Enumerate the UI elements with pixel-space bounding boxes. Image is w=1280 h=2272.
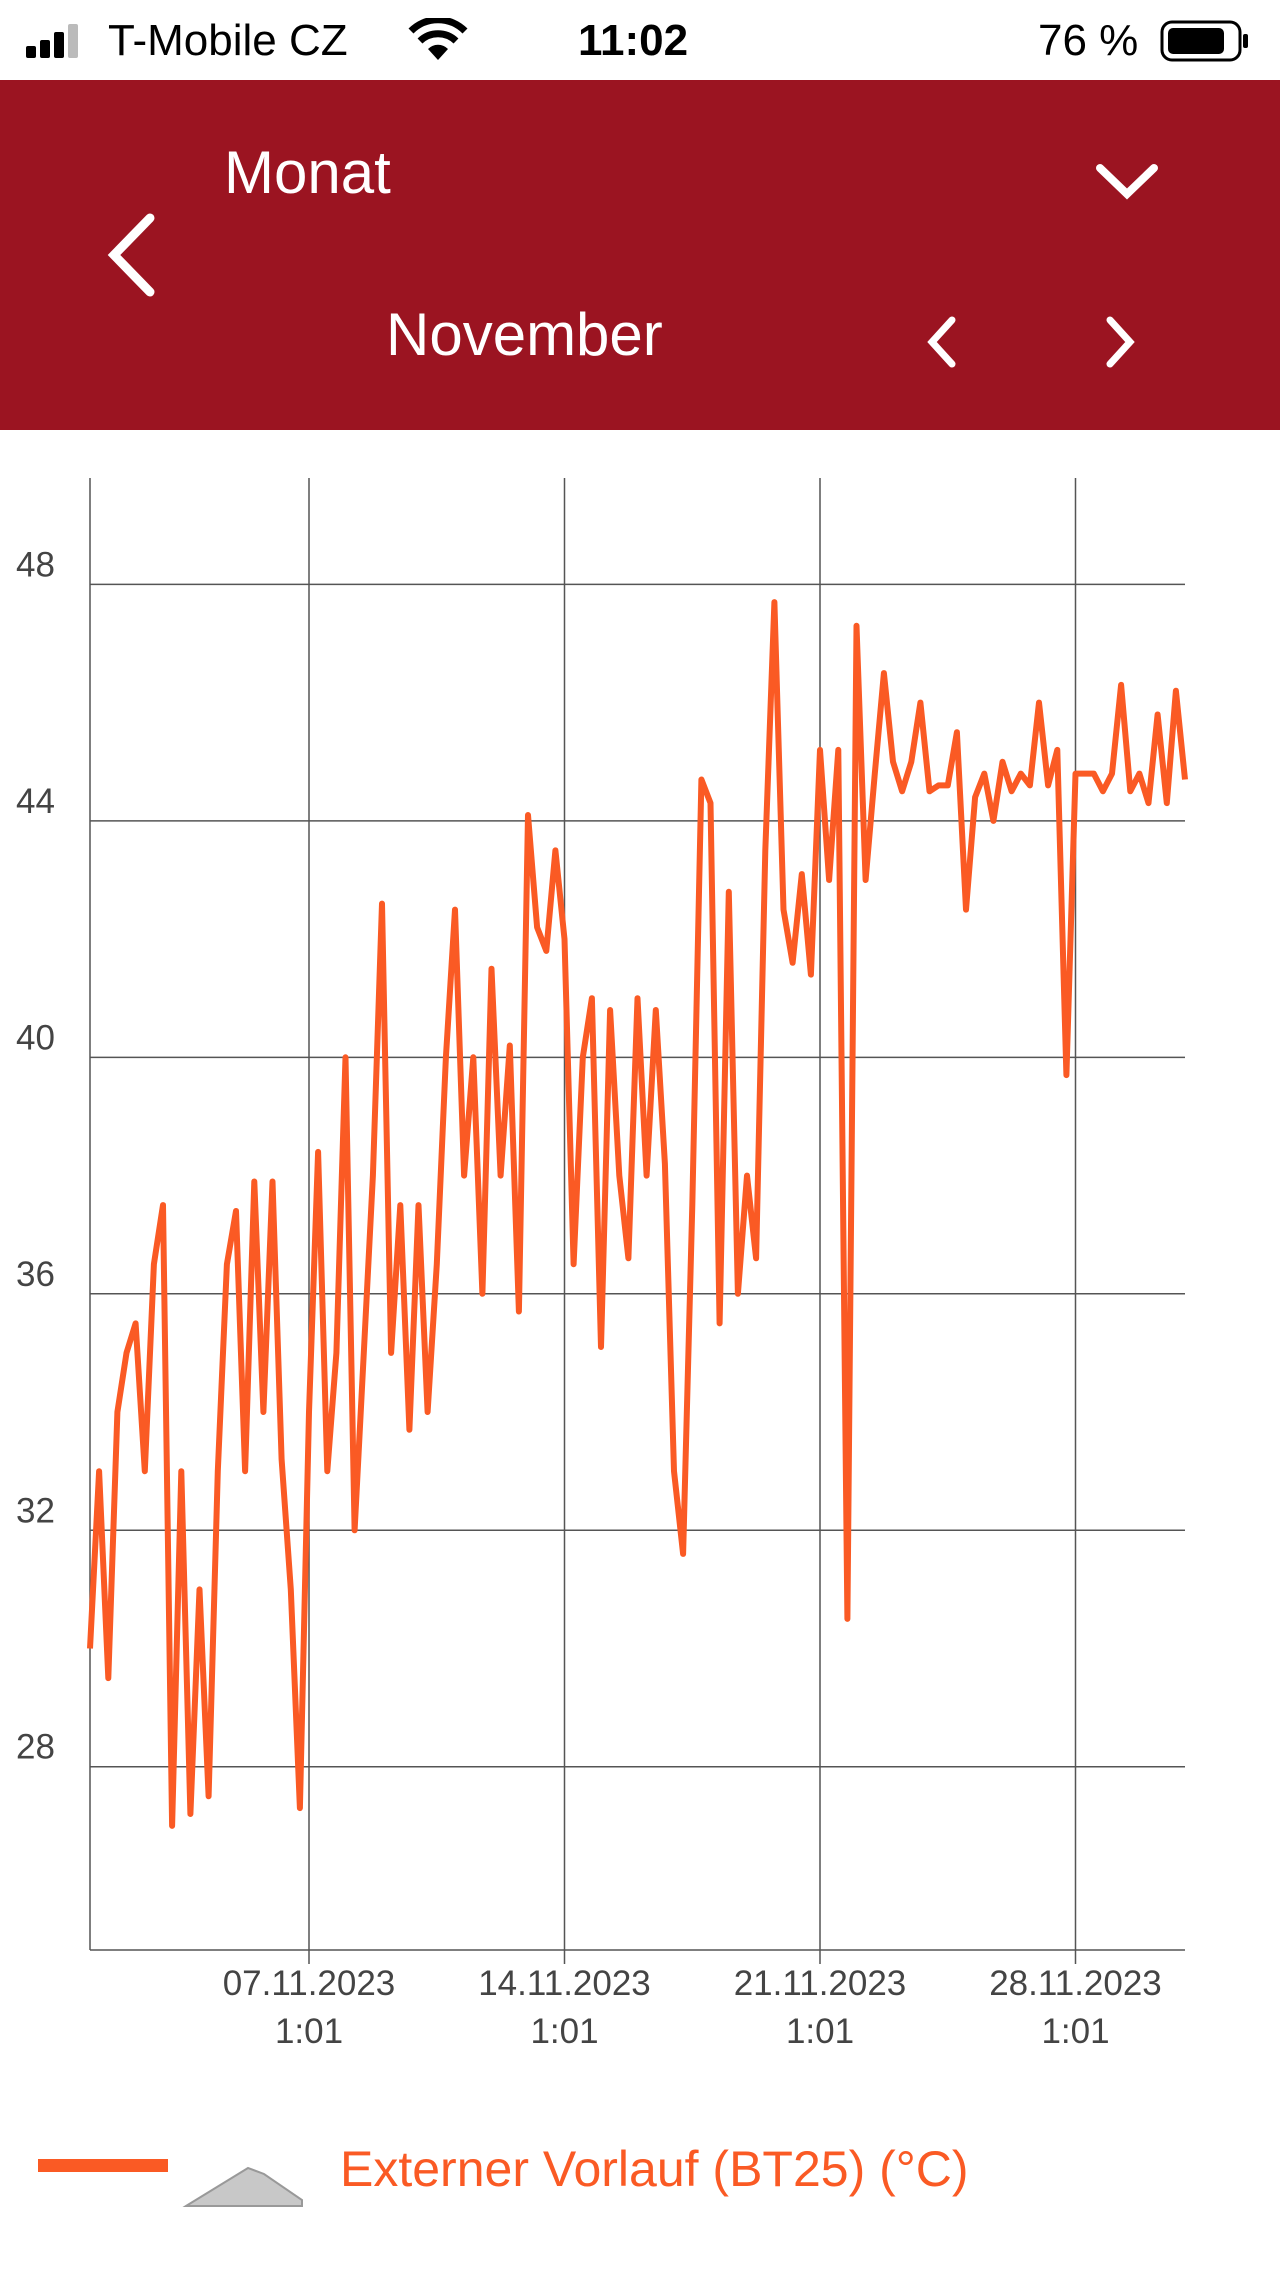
period-value: November (386, 301, 663, 368)
wifi-icon (408, 18, 468, 60)
data-line (87, 599, 1188, 1829)
clock: 11:02 (578, 16, 689, 65)
x-tick-label: 07.11.2023 1:01 (222, 1964, 396, 2051)
x-tick-label: 21.11.2023 1:01 (733, 1964, 907, 2051)
period-label: Monat (224, 139, 391, 206)
app-header: Monat November (0, 80, 1280, 430)
legend-label[interactable]: Externer Vorlauf (BT25) (°C) (340, 2141, 969, 2197)
battery-icon (1160, 20, 1248, 62)
next-button[interactable] (1100, 312, 1140, 372)
signal-icon (26, 24, 78, 58)
status-bar: T-Mobile CZ 11:02 76 % (0, 0, 1280, 80)
x-tick-label: 14.11.2023 1:01 (478, 1964, 651, 2051)
y-tick-label: 32 (16, 1491, 55, 1530)
back-button[interactable] (100, 210, 160, 300)
y-tick-label: 48 (16, 545, 55, 584)
y-tick-label: 36 (16, 1255, 55, 1294)
y-tick-label: 44 (16, 782, 55, 821)
legend-icon (38, 2159, 303, 2207)
y-tick-label: 40 (16, 1018, 55, 1057)
dropdown-button[interactable] (1092, 156, 1162, 206)
x-tick-label: 28.11.2023 1:01 (989, 1964, 1162, 2051)
carrier: T-Mobile CZ (108, 16, 348, 65)
prev-button[interactable] (922, 312, 962, 372)
y-tick-label: 28 (16, 1728, 55, 1767)
battery-text: 76 % (1038, 16, 1139, 65)
